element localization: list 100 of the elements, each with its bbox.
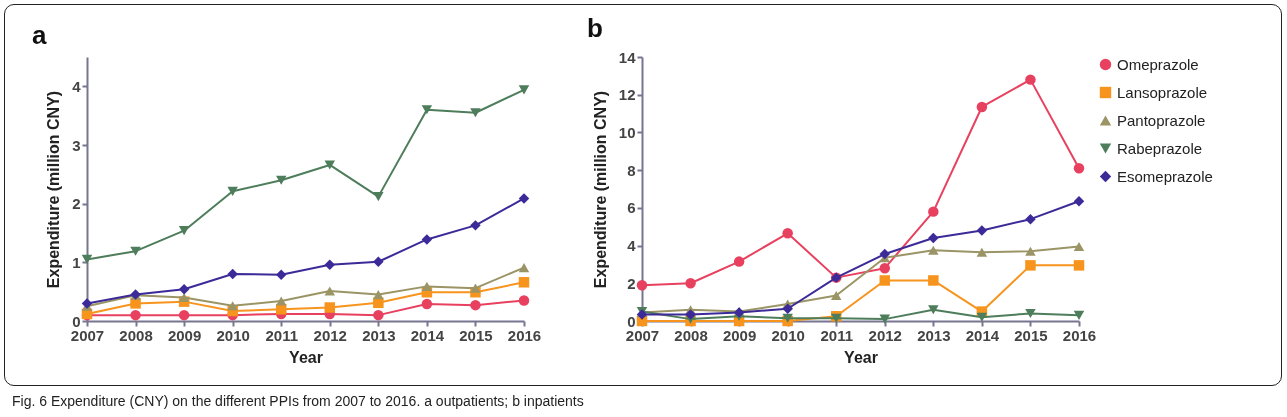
point (178, 226, 190, 236)
x-tick-label: 2016 (1062, 326, 1097, 344)
point (324, 286, 336, 296)
point (636, 279, 648, 291)
point (470, 220, 481, 231)
x-tick-label: 2010 (771, 326, 805, 344)
point (178, 292, 190, 303)
y-axis-title: Expenditure (million CNY) (45, 90, 63, 289)
x-tick-label: 2015 (459, 326, 493, 344)
point (518, 263, 530, 273)
point (470, 299, 481, 311)
point (421, 234, 433, 245)
point (1073, 163, 1085, 174)
point (373, 256, 384, 267)
x-tick-label: 2011 (265, 326, 298, 344)
point (1073, 241, 1085, 252)
x-tick-label: 2008 (674, 326, 708, 344)
point (324, 160, 336, 170)
x-axis-title: Year (289, 348, 323, 366)
point (976, 225, 988, 236)
point (81, 254, 93, 264)
point (830, 291, 842, 301)
point (518, 295, 530, 306)
legend-label: Pantoprazole (1117, 111, 1206, 129)
x-tick-label: 2008 (119, 326, 153, 344)
y-tick-label: 12 (618, 86, 636, 104)
y-tick-label: 6 (627, 199, 636, 217)
point (518, 85, 530, 95)
x-tick-label: 2010 (216, 326, 250, 344)
point (928, 232, 939, 244)
point (928, 275, 939, 286)
point (782, 303, 793, 314)
y-tick-label: 14 (618, 48, 637, 66)
point (685, 278, 696, 289)
x-tick-label: 2014 (965, 326, 1000, 344)
point (879, 248, 891, 260)
point (879, 262, 891, 274)
point (782, 313, 793, 323)
point (470, 283, 481, 293)
point (421, 298, 433, 310)
point (1073, 196, 1085, 207)
y-tick-label: 8 (627, 161, 636, 179)
y-tick-label: 4 (627, 237, 637, 255)
point (275, 296, 287, 306)
x-tick-label: 2011 (820, 326, 853, 344)
point (1025, 246, 1036, 256)
x-tick-label: 2012 (313, 326, 347, 344)
x-tick-label: 2012 (868, 326, 902, 344)
point (178, 284, 190, 295)
point (470, 108, 481, 118)
x-axis-title: Year (844, 348, 878, 366)
point (1073, 310, 1085, 320)
point (324, 259, 336, 270)
chart-title: a (32, 20, 47, 50)
point (976, 312, 988, 322)
point (733, 256, 745, 267)
x-tick-label: 2015 (1014, 326, 1048, 344)
caption: Fig. 6 Expenditure (CNY) on the different PPIs from 2007 to 2016. a outpatients; b inpatients (12, 393, 584, 409)
legend-label: Esomeprazole (1117, 167, 1213, 185)
point (1025, 260, 1036, 271)
chart-title: b (587, 13, 603, 43)
point (275, 269, 287, 280)
x-tick-label: 2016 (507, 326, 542, 344)
point (421, 105, 433, 115)
point (227, 301, 238, 311)
point (130, 246, 141, 256)
point (227, 268, 238, 280)
point (928, 245, 939, 255)
point (685, 309, 696, 320)
point (275, 175, 287, 185)
point (976, 101, 988, 113)
legend-label: Omeprazole (1117, 55, 1199, 73)
x-tick-label: 2009 (167, 326, 202, 344)
x-tick-label: 2014 (410, 326, 445, 344)
point (227, 186, 238, 196)
y-tick-label: 1 (72, 253, 81, 271)
point (373, 297, 384, 309)
y-tick-label: 2 (72, 195, 81, 213)
x-tick-label: 2009 (722, 326, 757, 344)
x-tick-label: 2013 (917, 326, 951, 344)
point (130, 309, 141, 321)
y-tick-label: 10 (618, 123, 636, 141)
point (1025, 213, 1036, 225)
point (782, 228, 793, 239)
y-tick-label: 3 (72, 136, 81, 154)
x-tick-label: 2013 (362, 326, 396, 344)
point (178, 309, 190, 321)
y-axis-title: Expenditure (million CNY) (591, 90, 609, 289)
point (421, 281, 433, 291)
legend-label: Lansoprazole (1117, 83, 1208, 101)
legend-label: Rabeprazole (1117, 139, 1203, 157)
point (928, 305, 939, 315)
point (879, 275, 891, 286)
point (1025, 74, 1036, 85)
point (373, 309, 384, 321)
y-tick-label: 4 (72, 77, 82, 95)
point (373, 290, 384, 300)
point (324, 302, 336, 313)
point (1073, 260, 1085, 271)
point (1025, 308, 1036, 318)
